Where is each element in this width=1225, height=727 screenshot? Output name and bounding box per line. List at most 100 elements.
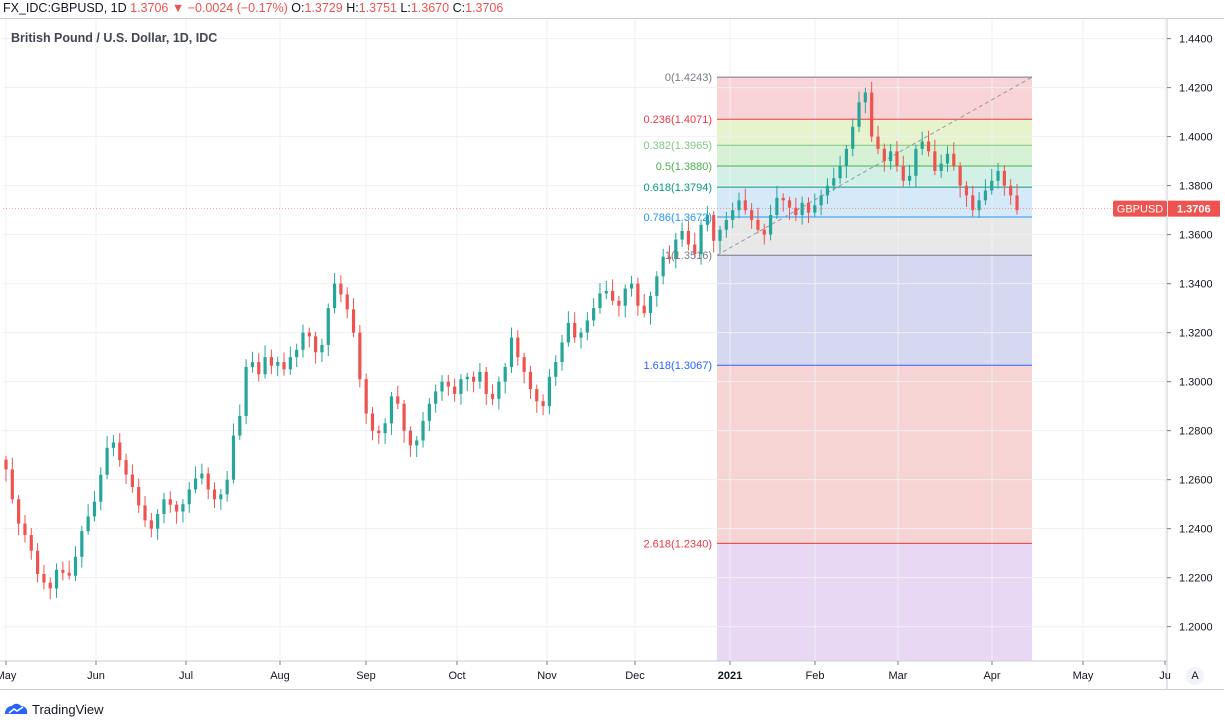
chart-frame[interactable] [0, 18, 1224, 690]
candle-body [560, 342, 564, 363]
candle-body [945, 153, 950, 164]
candle-body [99, 474, 103, 502]
candle-body [522, 357, 526, 372]
candle-body [389, 396, 394, 424]
candle-body [629, 283, 634, 289]
x-tick-label: May [0, 670, 17, 682]
fib-level-label: 0.382(1.3965) [644, 140, 713, 152]
candle-body [54, 569, 59, 589]
candle-body [977, 200, 981, 211]
auto-scale-button[interactable]: A [1186, 667, 1204, 685]
symbol-label[interactable]: FX_IDC:GBPUSD, 1D [3, 1, 127, 15]
candle-body [408, 430, 412, 446]
fib-level-label: 1.618(1.3067) [644, 360, 713, 372]
candle-body [579, 332, 583, 338]
candle-body [295, 349, 299, 358]
candle-body [990, 180, 994, 191]
candle-body [156, 513, 160, 529]
candle-body [806, 202, 811, 213]
candle-body [718, 229, 722, 241]
fib-band [717, 365, 1032, 544]
candle-body [181, 504, 185, 512]
x-tick-label: Jul [179, 670, 193, 682]
candle-body [193, 478, 198, 490]
candle-body [490, 393, 495, 399]
candle-body [383, 423, 387, 434]
candle-body [73, 556, 78, 576]
candle-body [67, 572, 71, 576]
price-tag-bg [1168, 200, 1220, 217]
candle-body [617, 300, 621, 306]
fib-level-label: 1(1.3516) [665, 250, 712, 262]
candle-body [219, 494, 223, 500]
candle-body [674, 239, 678, 260]
fibonacci-bands [717, 77, 1032, 661]
candle-body [1009, 185, 1013, 196]
x-tick-label: Nov [537, 670, 557, 682]
candle-body [162, 499, 166, 514]
y-tick-label: 1.3200 [1179, 328, 1213, 340]
candle-body [648, 295, 653, 314]
candles [4, 81, 1019, 600]
x-tick-label: Apr [983, 670, 1000, 682]
candle-body [750, 210, 754, 220]
candle-body [301, 332, 305, 350]
candle-body [86, 516, 90, 532]
y-tick-label: 1.2000 [1179, 622, 1213, 634]
candle-body [952, 153, 956, 167]
candle-body [794, 207, 798, 216]
candle-body [48, 582, 52, 589]
candle-body [244, 366, 248, 416]
fib-band [717, 255, 1032, 366]
candle-body [623, 288, 627, 306]
candle-body [598, 293, 602, 309]
candle-body [332, 283, 337, 309]
x-tick-label: Jun [87, 670, 105, 682]
candle-body [516, 337, 520, 358]
candle-body [870, 92, 874, 137]
candle-body [655, 276, 659, 296]
close-value: 1.3706 [465, 1, 504, 15]
candle-body [813, 205, 817, 213]
candle-body [118, 442, 122, 461]
high-value: 1.3751 [358, 1, 397, 15]
candle-body [257, 362, 261, 375]
fib-band [717, 119, 1032, 146]
candle-body [851, 126, 855, 149]
candle-body [484, 371, 488, 394]
candle-body [573, 322, 577, 338]
candle-body [320, 344, 324, 353]
candle-body [314, 336, 318, 353]
candle-body [269, 357, 273, 366]
candle-body [882, 148, 886, 162]
candle-body [693, 244, 697, 255]
candle-body [983, 190, 988, 201]
candle-body [844, 148, 848, 167]
candle-body [105, 447, 109, 475]
candle-body [554, 362, 558, 377]
candle-body [465, 376, 469, 380]
candle-body [743, 200, 747, 211]
y-tick-label: 1.3800 [1179, 181, 1213, 193]
candle-body [699, 224, 703, 255]
candle-body [427, 403, 431, 421]
y-tick-label: 1.4200 [1179, 83, 1213, 95]
x-tick-label: May [1073, 670, 1094, 682]
candle-body [541, 401, 545, 407]
fib-level-label: 0.618(1.3794) [644, 182, 713, 194]
y-axis: 1.2000 1.2200 1.2400 1.2600 1.2800 1.3000 1.32… [1166, 19, 1213, 689]
tradingview-brand[interactable]: TradingView [32, 701, 104, 717]
x-axis: May Jun Jul Aug Sep Oct Nov Dec 2021 Feb Mar Apr May… [0, 660, 1171, 682]
tradingview-logo-icon[interactable] [3, 702, 29, 716]
high-label: H: [346, 1, 359, 15]
candle-body [339, 283, 343, 295]
candle-body [421, 420, 425, 441]
candle-body [863, 92, 867, 103]
candle-body [111, 442, 116, 448]
x-tick-label: 2021 [718, 670, 742, 682]
candle-body [446, 381, 450, 387]
candle-body [509, 337, 514, 367]
candle-body [92, 501, 97, 517]
